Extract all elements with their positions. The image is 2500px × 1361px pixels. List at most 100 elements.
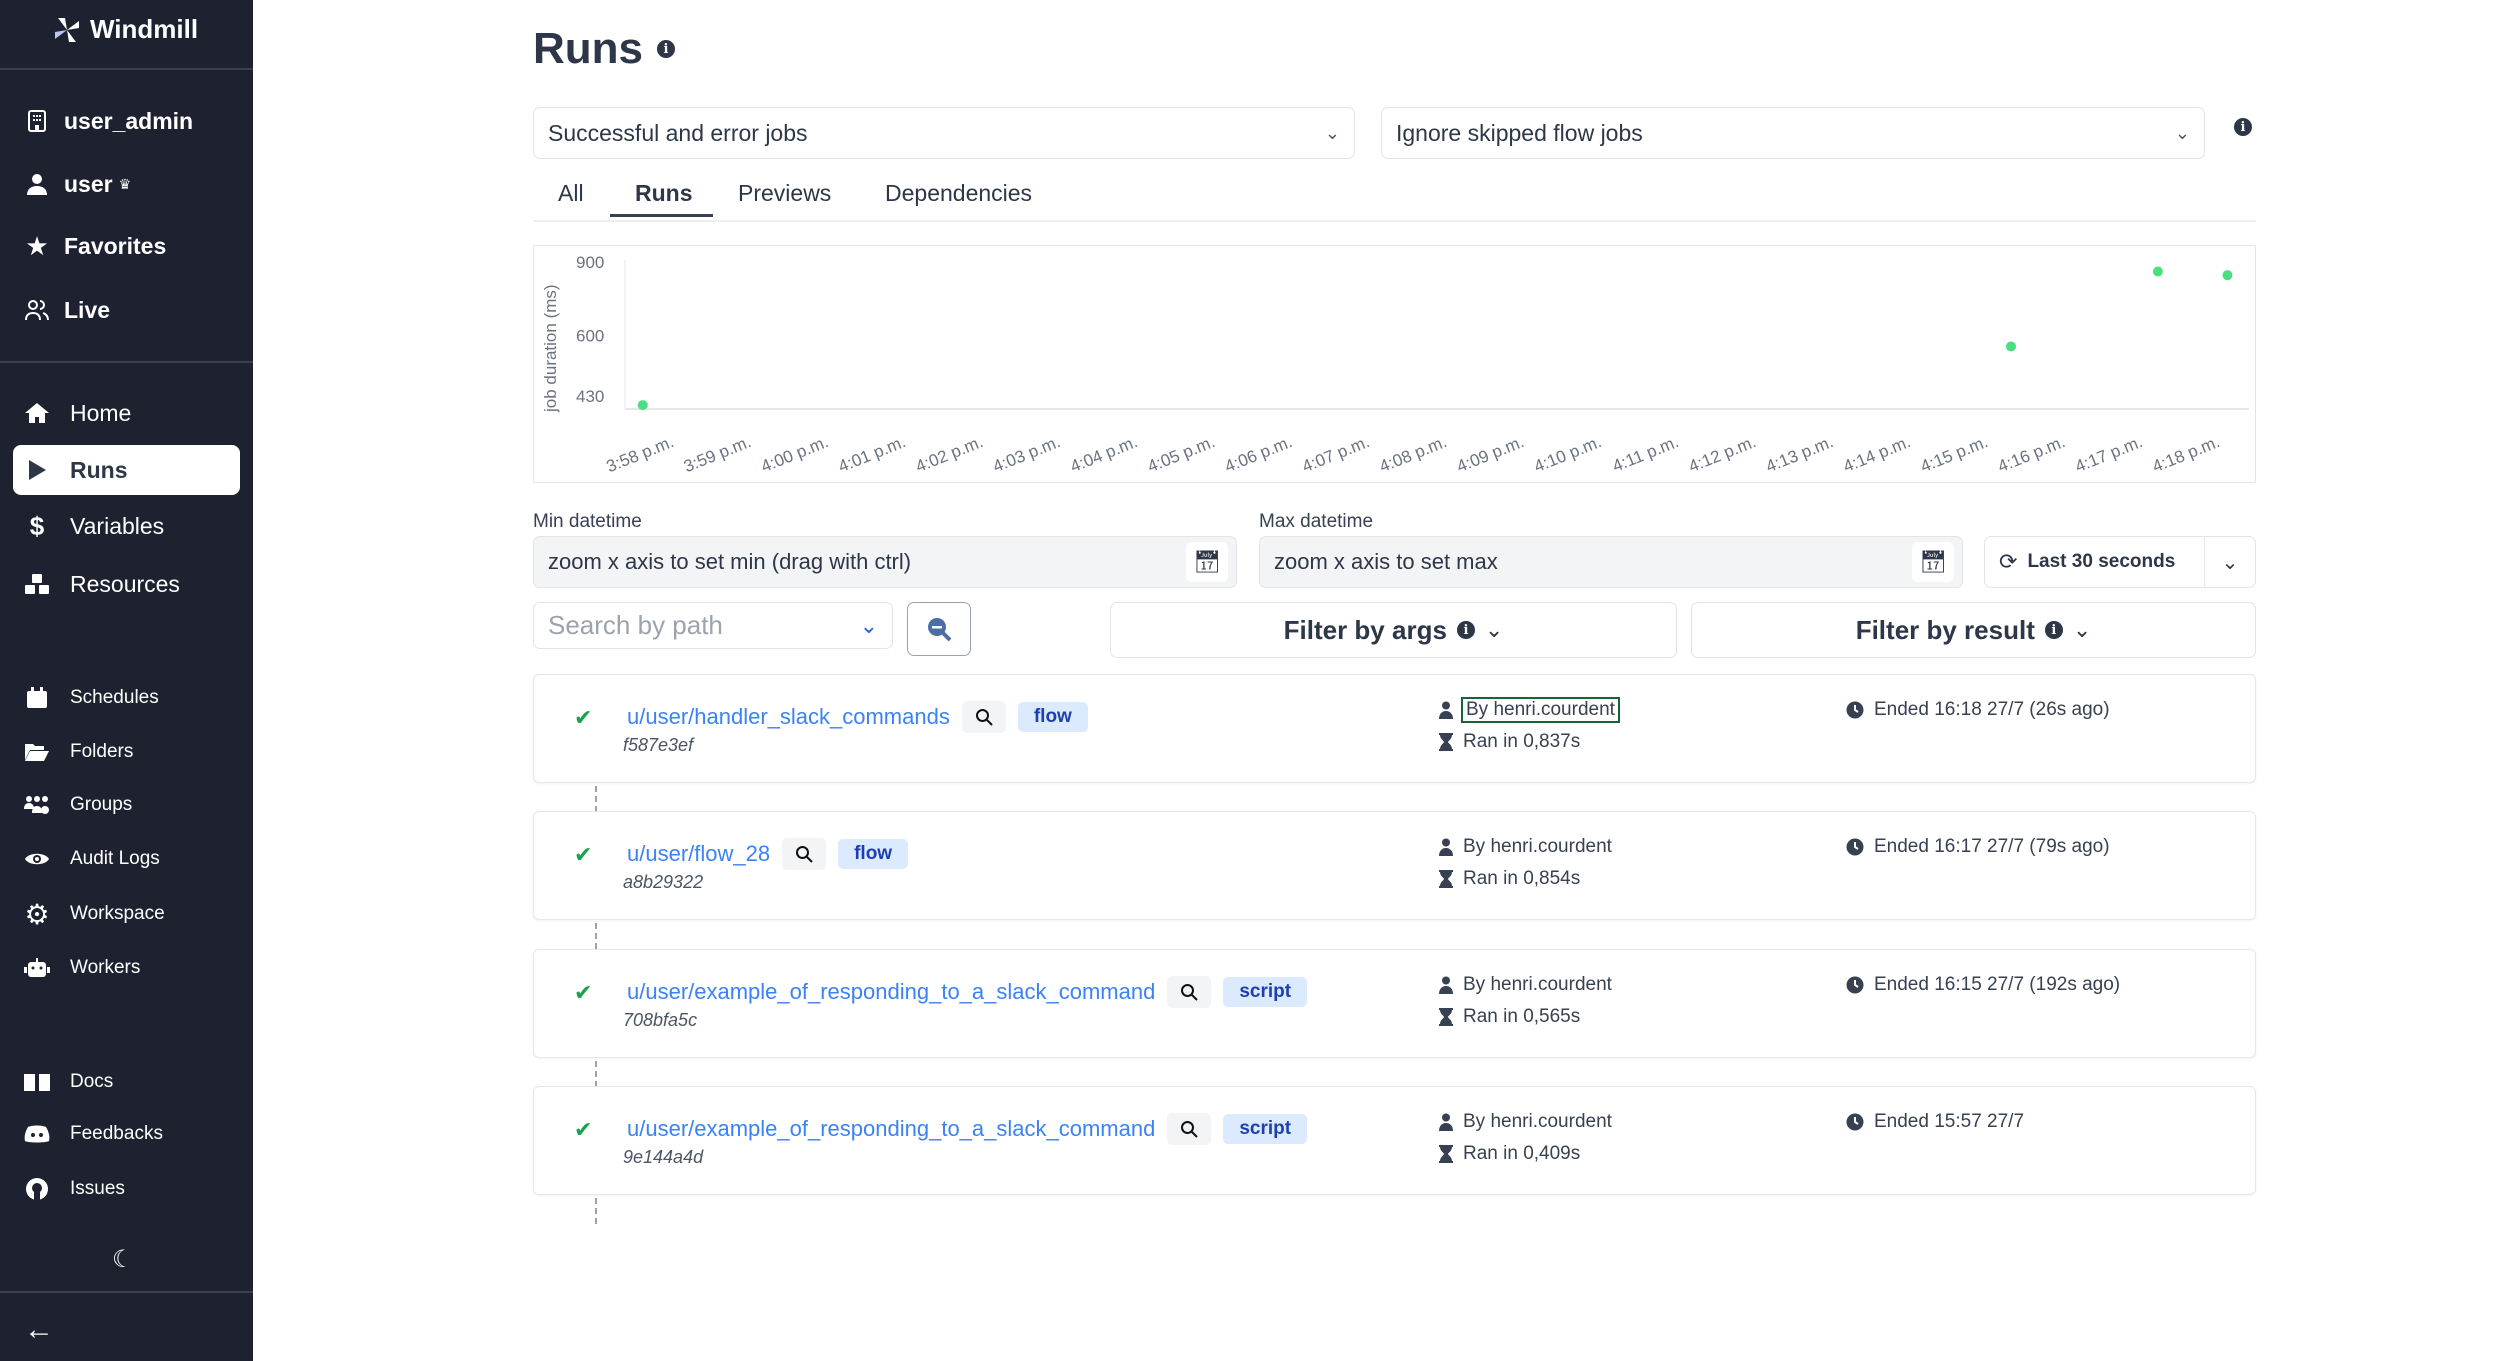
- run-connector: [595, 923, 597, 949]
- data-point[interactable]: [2152, 266, 2163, 277]
- x-tick-label: 4:04 p.m.: [1067, 432, 1140, 476]
- search-zoom-out-icon: [928, 618, 952, 642]
- divider: [0, 68, 253, 70]
- clock-icon: [1846, 701, 1864, 719]
- sidebar-item-favorites[interactable]: ★ Favorites: [0, 231, 253, 261]
- discord-icon: [23, 1120, 51, 1148]
- user-icon: [1439, 838, 1453, 856]
- created-by: By henri.courdent: [1463, 836, 1612, 857]
- run-path-link[interactable]: u/user/example_of_responding_to_a_slack_…: [627, 979, 1156, 1004]
- run-connector: [595, 1061, 597, 1087]
- chevron-down-icon: ⌄: [1484, 617, 1504, 642]
- search-icon: [796, 846, 813, 863]
- success-check-icon: ✔: [574, 842, 593, 867]
- sidebar-item-folders[interactable]: Folders: [0, 738, 253, 766]
- calendar-icon[interactable]: 📅︎: [1912, 542, 1954, 582]
- filter-by-path-search-button[interactable]: [782, 838, 827, 870]
- tab-runs[interactable]: Runs: [635, 180, 693, 206]
- x-tick-label: 4:00 p.m.: [758, 432, 831, 476]
- x-tick-label: 4:01 p.m.: [836, 432, 909, 476]
- info-icon[interactable]: i: [2234, 118, 2252, 136]
- filter-by-args-label: Filter by args: [1283, 614, 1447, 645]
- run-path-link[interactable]: u/user/example_of_responding_to_a_slack_…: [627, 1116, 1156, 1141]
- sidebar-item-schedules[interactable]: Schedules: [0, 684, 253, 712]
- sidebar-item-groups[interactable]: Groups: [0, 791, 253, 819]
- sidebar-item-issues[interactable]: Issues: [0, 1175, 253, 1203]
- filter-by-path-search-button[interactable]: [961, 701, 1006, 733]
- filter-by-path-search-button[interactable]: [1167, 1113, 1212, 1145]
- run-duration: Ran in 0,854s: [1463, 868, 1581, 889]
- user-icon: [1439, 1113, 1453, 1131]
- search-by-path-input[interactable]: Search by path ⌄: [533, 602, 893, 649]
- sidebar-item-live[interactable]: Live: [0, 295, 253, 325]
- sidebar-item-variables[interactable]: $ Variables: [0, 511, 253, 541]
- y-axis-label: job duration (ms): [541, 284, 560, 413]
- run-row[interactable]: ✔ u/user/example_of_responding_to_a_slac…: [533, 1086, 2256, 1195]
- tab-dependencies[interactable]: Dependencies: [885, 180, 1033, 206]
- y-tick-label: 600: [576, 327, 604, 346]
- refresh-button[interactable]: ⟳ Last 30 seconds: [1985, 537, 2205, 587]
- search-icon: [1181, 1121, 1199, 1138]
- run-row[interactable]: ✔ u/user/handler_slack_commands flow f58…: [533, 674, 2256, 783]
- sidebar-item-runs[interactable]: Runs: [13, 445, 240, 495]
- filter-by-result-button[interactable]: Filter by result i ⌄: [1691, 602, 2256, 658]
- search-icon: [975, 709, 993, 726]
- skipped-flow-select[interactable]: Ignore skipped flow jobs ⌄: [1381, 107, 2205, 159]
- sidebar-item-docs[interactable]: Docs: [0, 1068, 253, 1096]
- brand-logo[interactable]: Windmill: [52, 14, 198, 45]
- hourglass-icon: [1439, 733, 1453, 751]
- refresh-options-chevron-down-icon[interactable]: ⌄: [2221, 551, 2239, 574]
- job-kind-select[interactable]: Successful and error jobs ⌄: [533, 107, 1355, 159]
- chevron-down-icon: ⌄: [859, 612, 878, 638]
- dollar-icon: $: [29, 510, 45, 541]
- sidebar-item-workers[interactable]: Workers: [0, 954, 253, 982]
- min-datetime-input[interactable]: zoom x axis to set min (drag with ctrl) …: [533, 536, 1237, 588]
- run-path-link[interactable]: u/user/flow_28: [627, 841, 771, 866]
- filter-by-args-button[interactable]: Filter by args i ⌄: [1110, 602, 1677, 658]
- data-point[interactable]: [2222, 270, 2233, 281]
- x-tick-label: 4:09 p.m.: [1454, 432, 1527, 476]
- duration-chart-container[interactable]: job duration (ms) 430 600 900 3:58 p.m. 3:59…: [533, 245, 2256, 483]
- sidebar-item-resources[interactable]: Resources: [0, 569, 253, 599]
- calendar-icon[interactable]: 📅︎: [1186, 542, 1228, 582]
- x-tick-label: 4:10 p.m.: [1531, 432, 1604, 476]
- filter-by-result-label: Filter by result: [1855, 614, 2035, 645]
- x-tick-label: 4:15 p.m.: [1918, 432, 1991, 476]
- sidebar-item-user[interactable]: user ♛: [0, 169, 253, 199]
- max-datetime-value: zoom x axis to set max: [1274, 549, 1498, 574]
- filter-by-path-search-button[interactable]: [1167, 976, 1212, 1008]
- dark-mode-toggle-moon-icon[interactable]: ☾: [112, 1246, 134, 1273]
- run-row[interactable]: ✔ u/user/example_of_responding_to_a_slac…: [533, 949, 2256, 1058]
- brand-name: Windmill: [90, 14, 199, 44]
- sidebar-item-feedbacks[interactable]: Feedbacks: [0, 1120, 253, 1148]
- sidebar: Windmill user_admin user ♛ ★ Favorites L…: [0, 0, 253, 1361]
- sidebar-item-workspace-user-admin[interactable]: user_admin: [0, 106, 253, 136]
- x-tick-label: 3:58 p.m.: [604, 432, 677, 476]
- run-row[interactable]: ✔ u/user/flow_28 flow a8b29322 By henri.…: [533, 811, 2256, 920]
- max-datetime-input[interactable]: zoom x axis to set max 📅︎: [1259, 536, 1963, 588]
- run-connector: [595, 1198, 597, 1224]
- divider: [0, 1291, 253, 1293]
- search-icon: [1181, 984, 1199, 1001]
- collapse-sidebar-arrow-left-icon[interactable]: ←: [24, 1313, 54, 1346]
- sidebar-item-audit-logs[interactable]: Audit Logs: [0, 845, 253, 873]
- job-kind-badge: script: [1223, 1114, 1308, 1144]
- search-button[interactable]: [907, 602, 971, 656]
- y-tick-label: 430: [576, 387, 604, 406]
- data-point[interactable]: [2006, 341, 2017, 352]
- job-id: a8b29322: [623, 872, 704, 892]
- success-check-icon: ✔: [574, 1117, 593, 1142]
- tab-all[interactable]: All: [558, 180, 584, 206]
- cubes-icon: [23, 570, 51, 598]
- run-path-link[interactable]: u/user/handler_slack_commands: [627, 704, 950, 729]
- tab-previews[interactable]: Previews: [738, 180, 832, 206]
- folder-open-icon: [23, 738, 51, 766]
- info-icon[interactable]: i: [657, 40, 675, 58]
- clock-icon: [1846, 1113, 1864, 1131]
- eye-icon: [23, 845, 51, 873]
- data-point[interactable]: [637, 400, 648, 411]
- run-duration: Ran in 0,409s: [1463, 1143, 1581, 1164]
- sidebar-item-workspace[interactable]: ⚙ Workspace: [24, 898, 165, 930]
- duration-scatter-chart[interactable]: job duration (ms) 430 600 900 3:58 p.m. 3:59…: [534, 246, 2257, 484]
- sidebar-item-home[interactable]: Home: [0, 398, 253, 428]
